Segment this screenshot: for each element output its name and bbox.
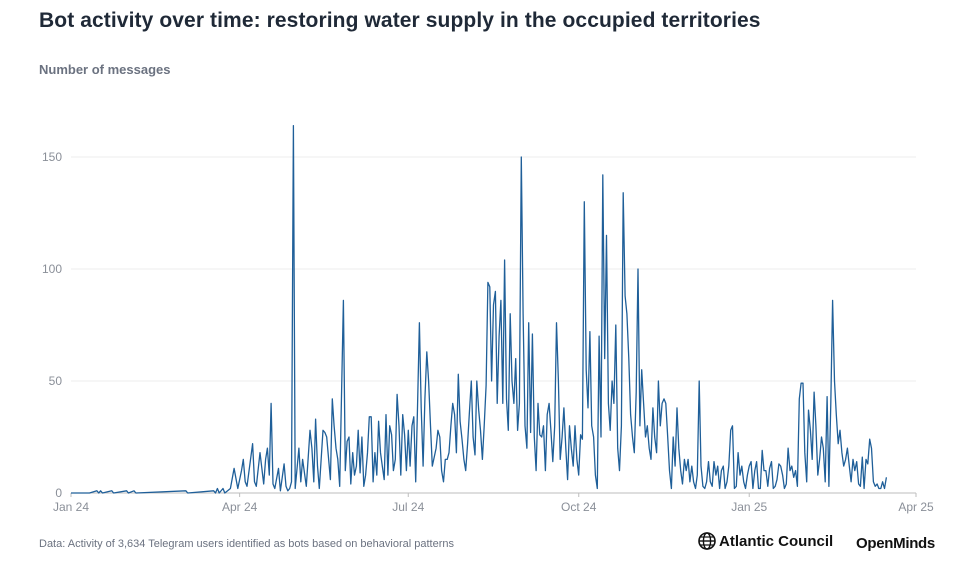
y-tick-label: 50 — [49, 374, 63, 388]
openminds-logo: OpenMinds — [856, 535, 935, 552]
y-axis-label: Number of messages — [39, 62, 171, 77]
x-tick-label: Jul 24 — [392, 500, 424, 514]
data-source-note: Data: Activity of 3,634 Telegram users i… — [39, 538, 454, 550]
x-tick-label: Jan 25 — [731, 500, 767, 514]
x-tick-label: Apr 24 — [222, 500, 258, 514]
x-tick-label: Apr 25 — [898, 500, 934, 514]
y-tick-label: 150 — [42, 150, 62, 164]
globe-icon — [698, 532, 716, 550]
gridlines — [71, 156, 916, 494]
series-line-messages — [71, 124, 888, 494]
x-axis-ticks: Jan 24 Apr 24 Jul 24 Oct 24 Jan 25 Apr 25 — [53, 493, 934, 514]
chart-svg: 0 50 100 150 Jan 24 Apr 24 Jul 24 Oct 24 Jan 25… — [42, 124, 934, 514]
x-tick-label: Oct 24 — [561, 500, 597, 514]
atlantic-council-wordmark: Atlantic Council — [719, 532, 834, 550]
y-axis-ticks: 0 50 100 150 — [42, 150, 62, 500]
atlantic-council-logo: Atlantic Council — [698, 532, 833, 550]
chart-title: Bot activity over time: restoring water … — [39, 9, 761, 32]
y-tick-label: 0 — [55, 486, 62, 500]
x-tick-label: Jan 24 — [53, 500, 89, 514]
y-tick-label: 100 — [42, 262, 62, 276]
